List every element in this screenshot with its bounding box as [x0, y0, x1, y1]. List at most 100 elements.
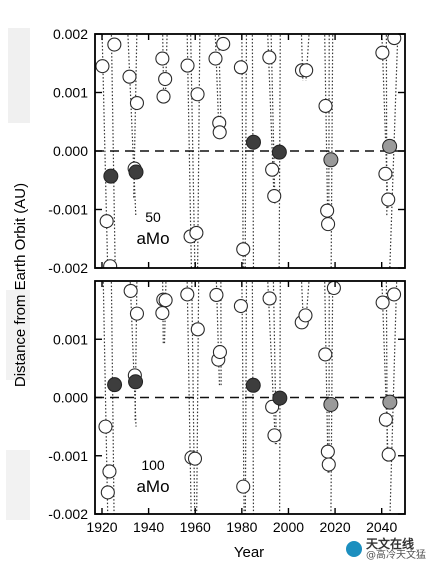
trajectory-trace	[101, 34, 109, 268]
open-data-point	[375, 45, 390, 60]
trajectory-trace	[162, 281, 164, 346]
x-tick-label: 2000	[273, 519, 304, 535]
panel-label-value: 50	[145, 209, 161, 225]
open-data-point	[236, 479, 251, 494]
watermark-handle: @高冷天文猛	[366, 550, 426, 561]
trajectory-trace	[389, 281, 398, 514]
trajectory-trace	[330, 281, 334, 514]
watermark-title: 天文在线	[366, 537, 415, 551]
x-tick-label: 1940	[133, 519, 164, 535]
open-data-point	[386, 287, 402, 302]
open-data-point	[155, 51, 170, 66]
trajectory-trace	[330, 34, 334, 268]
open-data-point	[381, 192, 396, 207]
open-data-point	[100, 485, 115, 500]
open-data-point	[155, 305, 170, 321]
trajectory-trace	[110, 281, 115, 514]
open-data-point	[318, 98, 333, 114]
filled-data-point	[382, 138, 398, 154]
open-data-point	[190, 322, 205, 337]
open-data-point	[190, 87, 205, 102]
trajectory-trace	[134, 281, 138, 421]
x-tick-label: 1920	[86, 519, 117, 535]
x-axis-label: Year	[234, 544, 264, 561]
y-tick-label: 0.001	[53, 85, 88, 101]
open-data-point	[262, 50, 277, 65]
open-data-point	[99, 214, 114, 229]
trajectory-trace	[163, 281, 167, 346]
plot-area	[95, 34, 405, 268]
filled-data-point	[128, 374, 144, 390]
filled-data-point	[323, 396, 339, 412]
panel-label-unit: aMo	[136, 229, 169, 248]
y-tick-label: -0.001	[48, 202, 88, 218]
y-tick-label: -0.002	[48, 506, 88, 522]
x-tick-label: 2040	[366, 519, 397, 535]
open-data-point	[262, 291, 277, 306]
trajectory-trace	[214, 34, 220, 134]
watermark: 天文在线 @高冷天文猛	[346, 537, 426, 562]
y-tick-label: 0.000	[53, 143, 88, 159]
trajectory-trace	[102, 281, 109, 514]
open-data-point	[158, 71, 173, 87]
trajectory-trace	[385, 281, 388, 462]
open-data-point	[298, 308, 313, 323]
open-data-point	[158, 293, 173, 308]
x-tick-label: 2020	[319, 519, 350, 535]
open-data-point	[180, 58, 195, 73]
open-data-point	[233, 60, 248, 75]
open-data-point	[236, 242, 251, 257]
trajectory-trace	[324, 281, 329, 474]
filled-data-point	[128, 164, 144, 180]
open-data-point	[320, 444, 335, 459]
trajectory-trace	[279, 281, 281, 514]
wechat-logo-icon	[346, 541, 362, 557]
x-tick-label: 1960	[180, 519, 211, 535]
trajectory-trace	[241, 281, 245, 514]
open-data-point	[95, 59, 110, 74]
trajectory-trace	[251, 281, 255, 514]
scan-smudge	[8, 28, 30, 123]
open-data-point	[189, 225, 204, 240]
filled-data-point	[382, 394, 398, 410]
y-tick-label: -0.002	[48, 260, 88, 276]
trajectory-trace	[241, 34, 244, 268]
open-data-point	[378, 412, 393, 427]
filled-data-point	[272, 390, 288, 406]
scan-smudge	[6, 290, 30, 380]
trajectory-trace	[127, 34, 137, 216]
trajectory-trace	[197, 34, 201, 268]
open-data-point	[123, 283, 138, 298]
open-data-point	[381, 447, 396, 462]
filled-data-point	[245, 134, 261, 150]
y-tick-label: 0.002	[53, 26, 88, 42]
open-data-point	[216, 36, 231, 51]
trajectory-trace	[196, 281, 200, 514]
x-tick-label: 1980	[226, 519, 257, 535]
open-data-point	[187, 451, 203, 466]
plot-area	[95, 281, 405, 514]
open-data-point	[387, 34, 402, 46]
y-tick-label: 0.001	[53, 331, 88, 347]
open-data-point	[129, 95, 145, 111]
filled-data-point	[103, 168, 119, 184]
y-tick-label: 0.000	[53, 390, 88, 406]
open-data-point	[321, 457, 336, 472]
open-data-point	[267, 188, 282, 204]
panel-label-unit: aMo	[136, 477, 169, 496]
open-data-point	[212, 125, 227, 140]
open-data-point	[102, 464, 117, 479]
filled-data-point	[323, 152, 339, 168]
open-data-point	[265, 162, 280, 177]
open-data-point	[326, 281, 341, 296]
open-data-point	[233, 298, 248, 314]
open-data-point	[156, 89, 171, 104]
open-data-point	[299, 63, 314, 78]
filled-data-point	[107, 377, 123, 393]
top-panel: 0.002 0.001 0.000 -0.001 -0.002 50 aMo	[48, 26, 406, 276]
open-data-point	[98, 419, 113, 434]
open-data-point	[209, 287, 224, 303]
y-tick-label: -0.001	[48, 448, 88, 464]
